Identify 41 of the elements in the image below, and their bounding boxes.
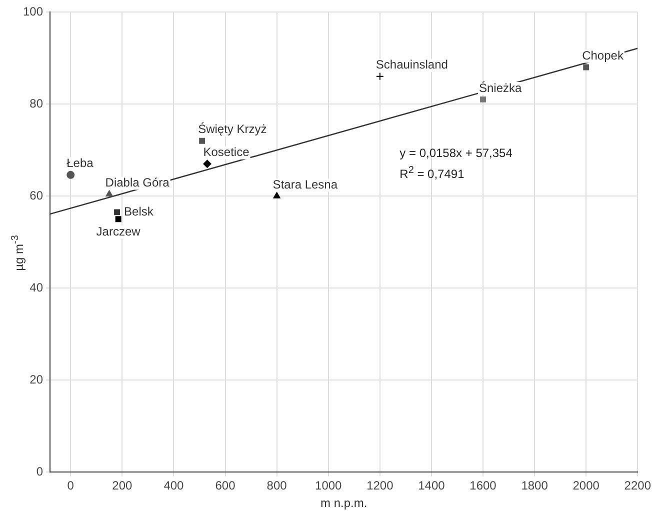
y-tick-label: 40: [30, 280, 44, 294]
x-tick-label: 200: [112, 478, 132, 493]
point: [273, 192, 280, 198]
x-tick-label: 2000: [572, 478, 600, 493]
y-tick-label: 20: [30, 372, 44, 386]
series-label: Diabla Góra: [105, 176, 170, 190]
point: [583, 64, 590, 70]
y-tick-label: 80: [30, 96, 44, 110]
annotation: y = 0,0158x + 57,354: [400, 145, 512, 162]
x-tick-label: 600: [215, 478, 236, 493]
x-tick-label: 2200: [624, 478, 652, 493]
point: [203, 160, 212, 168]
point: [115, 216, 122, 222]
x-tick-label: 1000: [315, 478, 342, 493]
series-label: Jarczew: [96, 224, 141, 238]
point: [114, 209, 120, 216]
x-tick-label: 1600: [470, 478, 497, 493]
x-axis-title: m n.p.m.: [320, 496, 368, 510]
x-tick-label: 1800: [521, 478, 548, 493]
point: [376, 72, 384, 80]
x-tick-label: 400: [164, 478, 184, 493]
y-tick-label: 0: [36, 464, 44, 479]
y-tick-label: 60: [30, 188, 44, 202]
point: [199, 138, 206, 144]
series-label: Stara Lesna: [272, 177, 338, 192]
series-label: Schauinsland: [376, 58, 448, 72]
series-label: Kosetice: [203, 145, 250, 160]
series-label: Łeba: [66, 156, 94, 170]
series-label: Belsk: [124, 204, 154, 218]
series-label: Święty Krzyż: [198, 122, 267, 136]
y-tick-label: 100: [22, 4, 44, 18]
series-label: Chopek: [582, 48, 624, 63]
x-tick-label: 0: [67, 478, 74, 493]
point: [66, 170, 75, 179]
point: [480, 96, 486, 102]
x-tick-label: 1400: [418, 478, 446, 493]
point: [106, 190, 113, 196]
x-tick-label: 800: [266, 478, 288, 493]
series-label: Śnieżka: [479, 80, 522, 95]
x-tick-label: 1200: [366, 478, 394, 493]
annotation: R$^{2}$ = 0,7491: [400, 164, 466, 184]
